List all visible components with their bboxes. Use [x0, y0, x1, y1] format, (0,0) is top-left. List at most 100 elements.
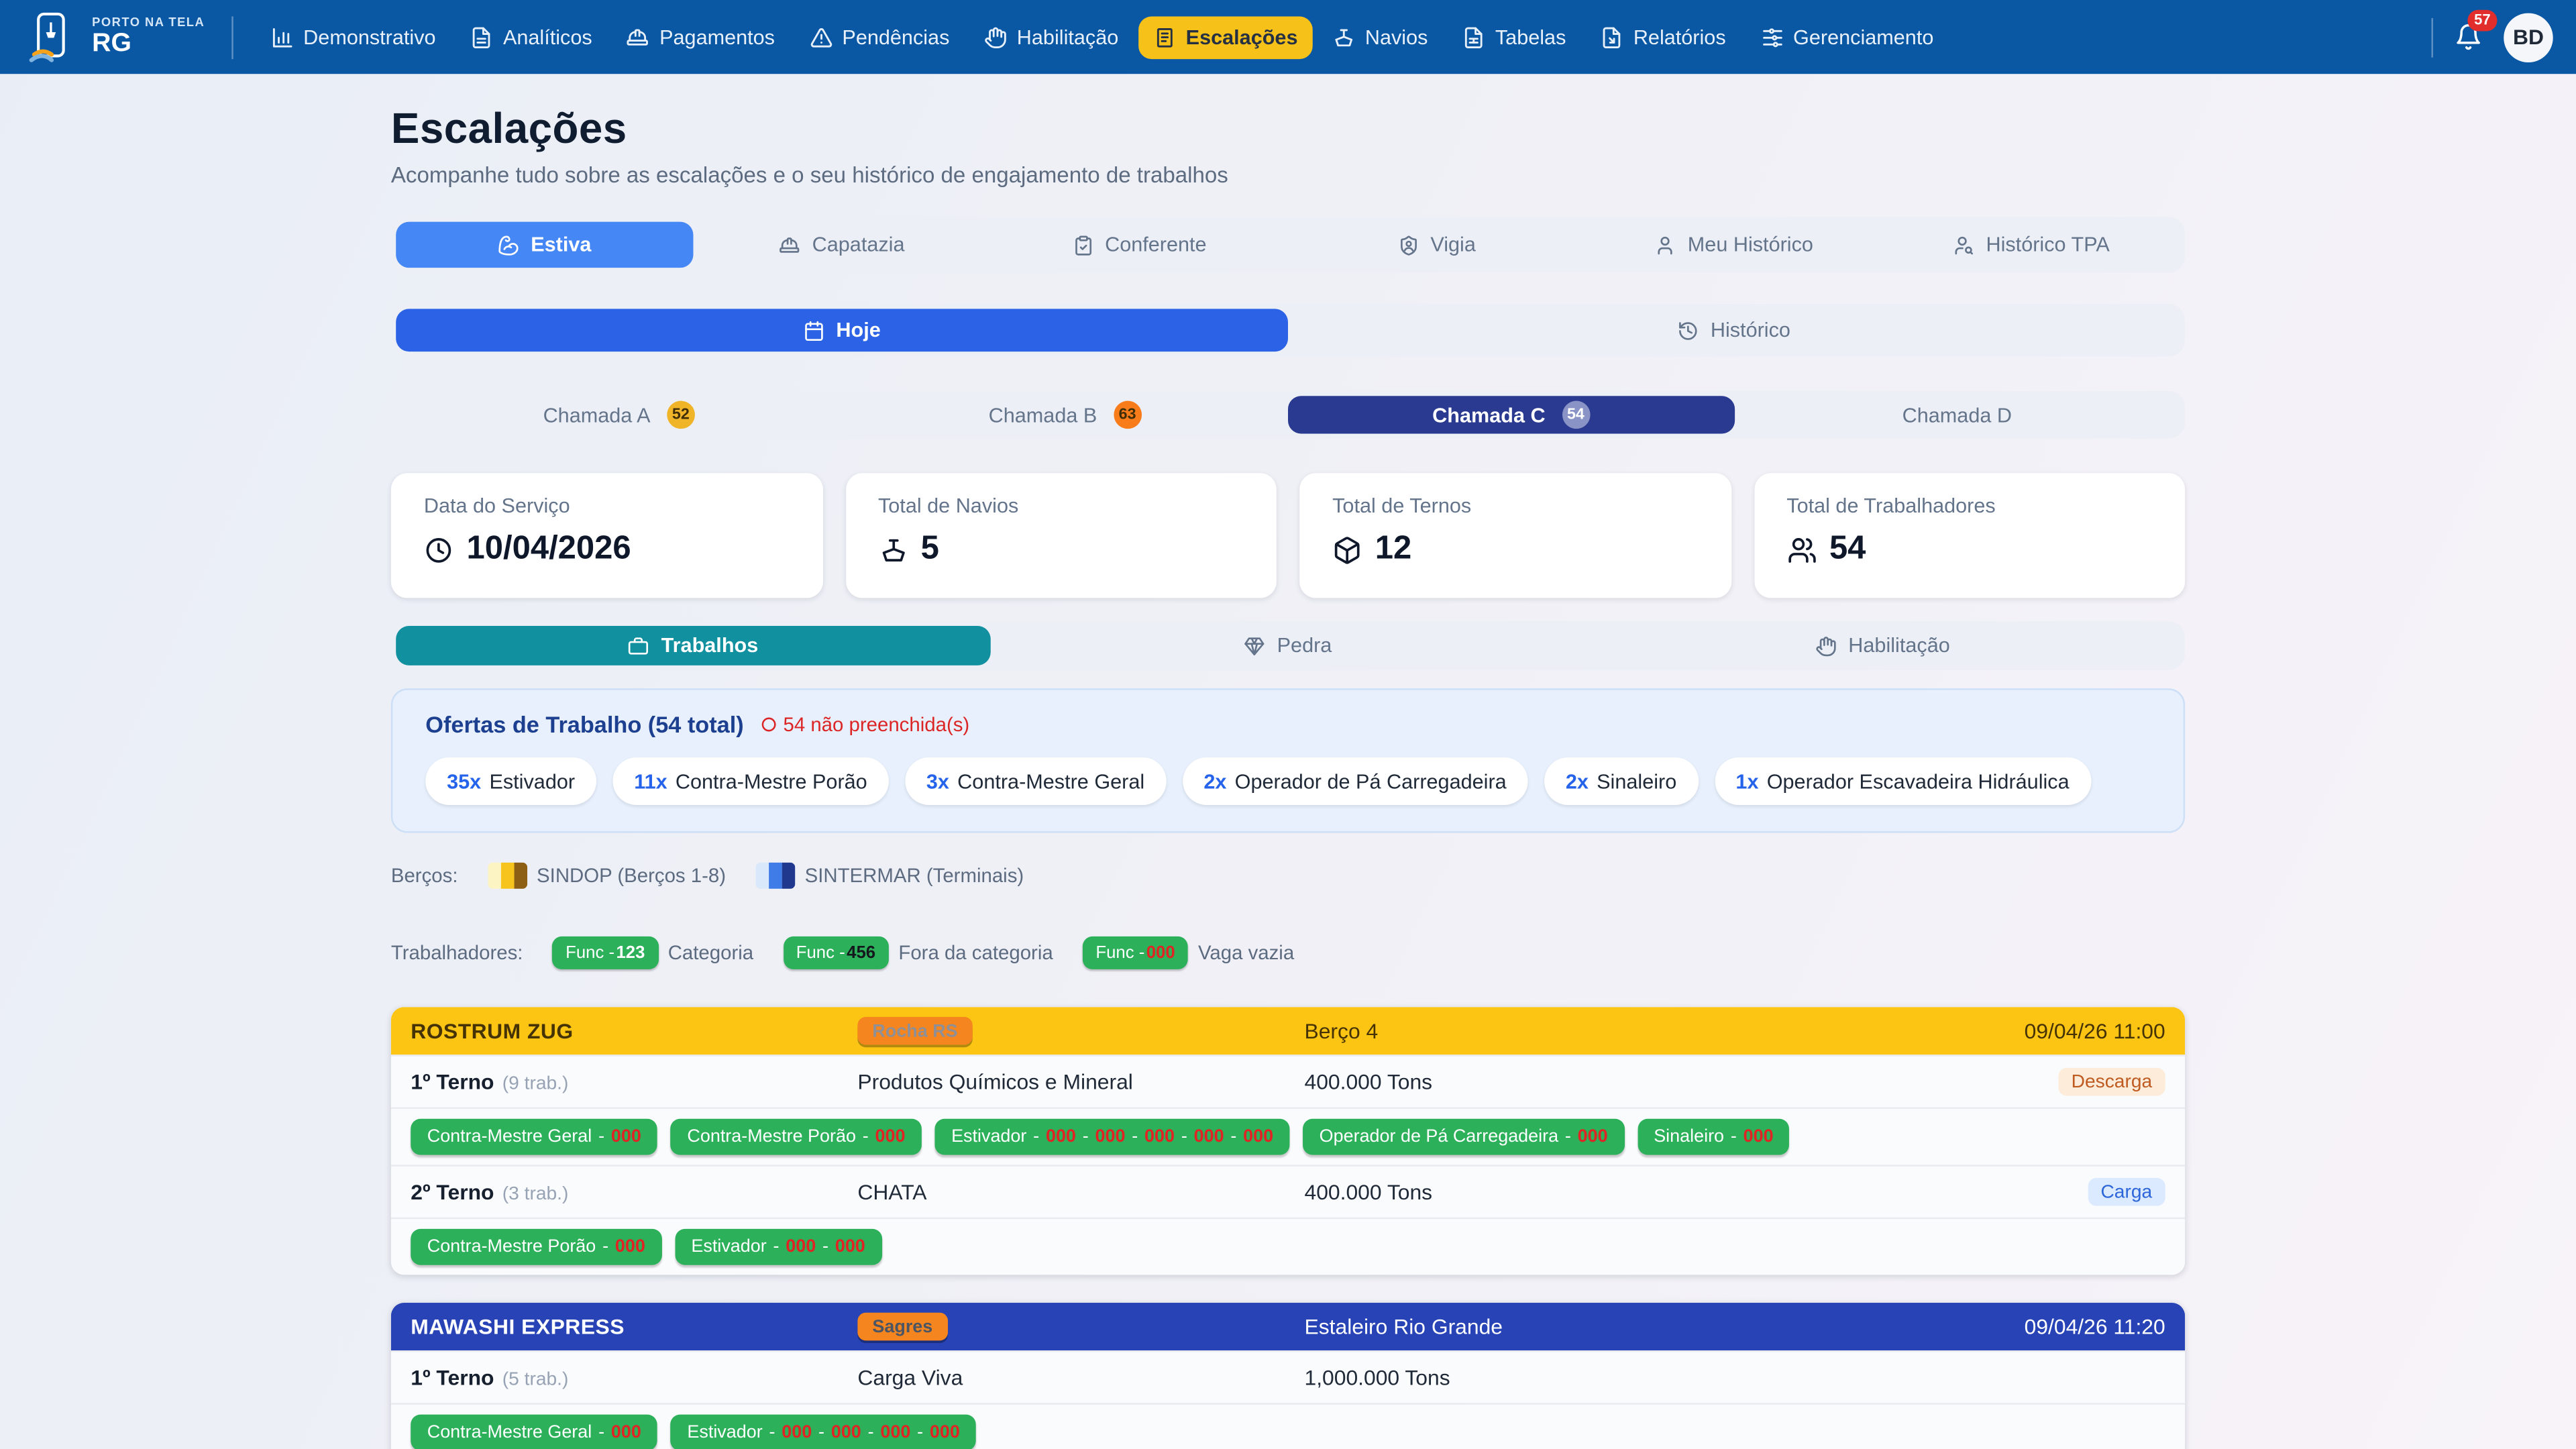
terno-tons: 400.000 Tons — [1304, 1179, 2087, 1204]
legend-label: Trabalhadores: — [391, 941, 523, 964]
nav-item-gerenciamento[interactable]: Gerenciamento — [1746, 15, 1948, 58]
terno-number: 1º Terno — [411, 1365, 494, 1390]
ship-header[interactable]: ROSTRUM ZUGRocha RSBerço 409/04/26 11:00 — [391, 1007, 2185, 1055]
func-chip: Func -456 — [783, 936, 888, 969]
legend-item-fora-da-categoria: Func -456Fora da categoria — [783, 936, 1053, 969]
ship-card-rostrum-zug: ROSTRUM ZUGRocha RSBerço 409/04/26 11:00… — [391, 1007, 2185, 1275]
nav-item-label: Pagamentos — [659, 25, 775, 48]
worker-chip-label: Contra-Mestre Geral — [427, 1127, 592, 1146]
worker-chip-label: Estivador — [691, 1237, 766, 1256]
offer-chip-estivador[interactable]: 35xEstivador — [425, 757, 596, 805]
tab-label: Capatazia — [812, 233, 905, 256]
ship-header[interactable]: MAWASHI EXPRESSSagresEstaleiro Rio Grand… — [391, 1303, 2185, 1350]
nav-item-label: Escalações — [1186, 25, 1298, 48]
nav-item-label: Analíticos — [503, 25, 592, 48]
tab-conferente[interactable]: Conferente — [991, 222, 1288, 268]
tab-capatazia[interactable]: Capatazia — [693, 222, 990, 268]
tab-pedra[interactable]: Pedra — [991, 626, 1586, 665]
worker-chip-estivador[interactable]: Estivador-000-000-000-000 — [671, 1415, 976, 1449]
tab-label: Chamada A — [543, 403, 651, 426]
worker-chip-operador-de-pa-carregadeira[interactable]: Operador de Pá Carregadeira-000 — [1303, 1119, 1624, 1155]
ship-icon — [878, 535, 908, 564]
nav-item-relatorios[interactable]: Relatórios — [1586, 15, 1741, 58]
main-content: Escalações Acompanhe tudo sobre as escal… — [391, 74, 2185, 1449]
offers-chips: 35xEstivador 11xContra-Mestre Porão 3xCont… — [425, 757, 2150, 805]
nav-item-habilitacao[interactable]: Habilitação — [969, 15, 1134, 58]
tab-chamada-b[interactable]: Chamada B63 — [842, 396, 1288, 433]
terno-row: 2º Terno(3 trab.)CHATA400.000 TonsCarga — [391, 1165, 2185, 1217]
nav-item-escalacoes[interactable]: Escalações — [1138, 15, 1313, 58]
brand-divider — [231, 15, 232, 58]
func-number: 123 — [616, 943, 645, 963]
terno-workers: (3 trab.) — [502, 1185, 569, 1204]
nav-item-label: Tabelas — [1495, 25, 1566, 48]
tab-chamada-d[interactable]: Chamada D — [1734, 396, 2180, 433]
empty-slot: 000 — [1578, 1127, 1608, 1146]
worker-chip-sinaleiro[interactable]: Sinaleiro-000 — [1638, 1119, 1790, 1155]
tab-chamada-a[interactable]: Chamada A 52 — [396, 396, 842, 433]
offer-chip-sinaleiro[interactable]: 2xSinaleiro — [1544, 757, 1698, 805]
tab-trabalhos[interactable]: Trabalhos — [396, 626, 991, 665]
nav-item-tabelas[interactable]: Tabelas — [1448, 15, 1581, 58]
stat-label: Data do Serviço — [424, 494, 790, 517]
offer-count: 35x — [447, 769, 481, 792]
worker-chip-contra-mestre-geral[interactable]: Contra-Mestre Geral-000 — [411, 1119, 657, 1155]
worker-chip-contra-mestre-porao[interactable]: Contra-Mestre Porão-000 — [411, 1229, 661, 1265]
offer-chip-operador-de-pa-carregadeira[interactable]: 2xOperador de Pá Carregadeira — [1183, 757, 1528, 805]
tab-label: Trabalhos — [661, 634, 759, 657]
nav-item-navios[interactable]: Navios — [1318, 15, 1443, 58]
offer-chip-contra-mestre-porao[interactable]: 11xContra-Mestre Porão — [612, 757, 888, 805]
nav-item-label: Navios — [1365, 25, 1428, 48]
tab-meu-historico[interactable]: Meu Histórico — [1585, 222, 1882, 268]
gem-icon — [1244, 635, 1266, 657]
offers-warning: 54 não preenchida(s) — [760, 713, 969, 736]
brand-logo-icon — [23, 9, 78, 64]
ship-name: MAWASHI EXPRESS — [411, 1314, 857, 1339]
empty-slot: 000 — [611, 1127, 641, 1146]
brand[interactable]: PORTO NA TELA RG — [23, 9, 205, 64]
worker-chip-estivador[interactable]: Estivador-000-000-000-000-000 — [935, 1119, 1290, 1155]
worker-chip-contra-mestre-geral[interactable]: Contra-Mestre Geral-000 — [411, 1415, 657, 1449]
empty-slot: 000 — [1144, 1127, 1175, 1146]
tab-chamada-c[interactable]: Chamada C54 — [1288, 396, 1734, 433]
offer-chip-operador-escavadeira-hidraulica[interactable]: 1xOperador Escavadeira Hidráulica — [1715, 757, 2091, 805]
nav-item-pagamentos[interactable]: Pagamentos — [612, 15, 790, 58]
worker-chip-estivador[interactable]: Estivador-000-000 — [675, 1229, 881, 1265]
stat-card-total-de-trabalhadores: Total de Trabalhadores54 — [1754, 473, 2185, 598]
stat-label: Total de Trabalhadores — [1786, 494, 2152, 517]
bicep-icon — [498, 234, 519, 256]
tab-hoje[interactable]: Hoje — [396, 309, 1288, 352]
book-list-icon — [1153, 25, 1176, 48]
tab-count-badge: 52 — [667, 401, 695, 429]
tab-label: Histórico — [1711, 319, 1790, 341]
legend-label: Berços: — [391, 864, 458, 887]
nav-item-label: Demonstrativo — [303, 25, 435, 48]
offers-panel: Ofertas de Trabalho (54 total) 54 não pr… — [391, 688, 2185, 833]
clipboard-check-icon — [1072, 234, 1093, 256]
tab-vigia[interactable]: Vigia — [1288, 222, 1585, 268]
tab-historico-tpa[interactable]: Histórico TPA — [1883, 222, 2180, 268]
offer-chip-contra-mestre-geral[interactable]: 3xContra-Mestre Geral — [905, 757, 1166, 805]
notifications-button[interactable]: 57 — [2455, 23, 2483, 51]
nav-item-pendencias[interactable]: Pendências — [794, 15, 964, 58]
legend-item-sindop-bercos-1-8: SINDOP (Berços 1-8) — [488, 863, 726, 889]
tab-historico[interactable]: Histórico — [1288, 309, 2180, 352]
empty-slot: 000 — [835, 1237, 865, 1256]
tab-estiva[interactable]: Estiva — [396, 222, 693, 268]
offers-title: Ofertas de Trabalho (54 total) — [425, 711, 743, 737]
worker-chip-label: Sinaleiro — [1654, 1127, 1724, 1146]
empty-slot: 000 — [1194, 1127, 1224, 1146]
avatar[interactable]: BD — [2504, 12, 2553, 61]
nav-item-demonstrativo[interactable]: Demonstrativo — [256, 15, 450, 58]
brand-text: PORTO NA TELA RG — [92, 16, 205, 58]
tab-habilitacao[interactable]: Habilitação — [1585, 626, 2180, 665]
alert-triangle-icon — [809, 25, 832, 48]
legend-trabalhadores: Trabalhadores:Func -123CategoriaFunc -45… — [391, 936, 2185, 969]
func-prefix: Func - — [796, 943, 845, 963]
worker-chip-label: Operador de Pá Carregadeira — [1320, 1127, 1558, 1146]
ship-icon — [1332, 25, 1355, 48]
func-prefix: Func - — [1095, 943, 1144, 963]
worker-chip-contra-mestre-porao[interactable]: Contra-Mestre Porão-000 — [671, 1119, 922, 1155]
nav-item-analiticos[interactable]: Analíticos — [455, 15, 607, 58]
terno-workers: (5 trab.) — [502, 1370, 569, 1389]
